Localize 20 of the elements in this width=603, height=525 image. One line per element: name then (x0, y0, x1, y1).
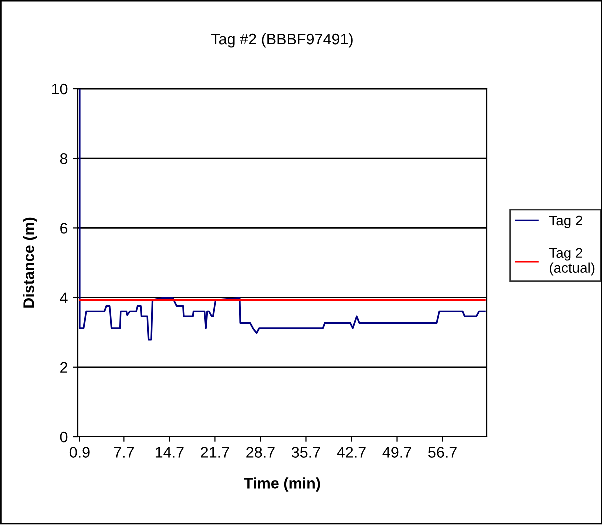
y-tick-label: 0 (60, 432, 68, 443)
x-tick-label: 56.7 (428, 447, 457, 458)
y-axis-title: Distance (m) (23, 218, 38, 308)
chart-title: Tag #2 (BBBF97491) (212, 33, 353, 48)
x-tick-label: 28.7 (246, 447, 275, 458)
y-tick-label: 6 (60, 223, 68, 234)
x-tick-label: 42.7 (337, 447, 366, 458)
x-tick-label: 7.7 (114, 447, 134, 458)
y-tick-label: 2 (60, 362, 68, 373)
y-tick-label: 10 (52, 84, 68, 95)
x-tick-label: 35.7 (292, 447, 320, 458)
legend-label: Tag 2 (actual) (550, 248, 595, 276)
x-tick-label: 49.7 (382, 447, 412, 458)
y-tick-label: 4 (60, 292, 68, 304)
x-tick-label: 0.9 (70, 447, 90, 458)
legend-label: Tag 2 (550, 216, 582, 228)
x-axis-title: Time (min) (244, 478, 320, 492)
x-tick-label: 14.7 (156, 447, 184, 458)
y-tick-label: 8 (60, 153, 68, 164)
x-tick-label: 21.7 (201, 447, 230, 458)
